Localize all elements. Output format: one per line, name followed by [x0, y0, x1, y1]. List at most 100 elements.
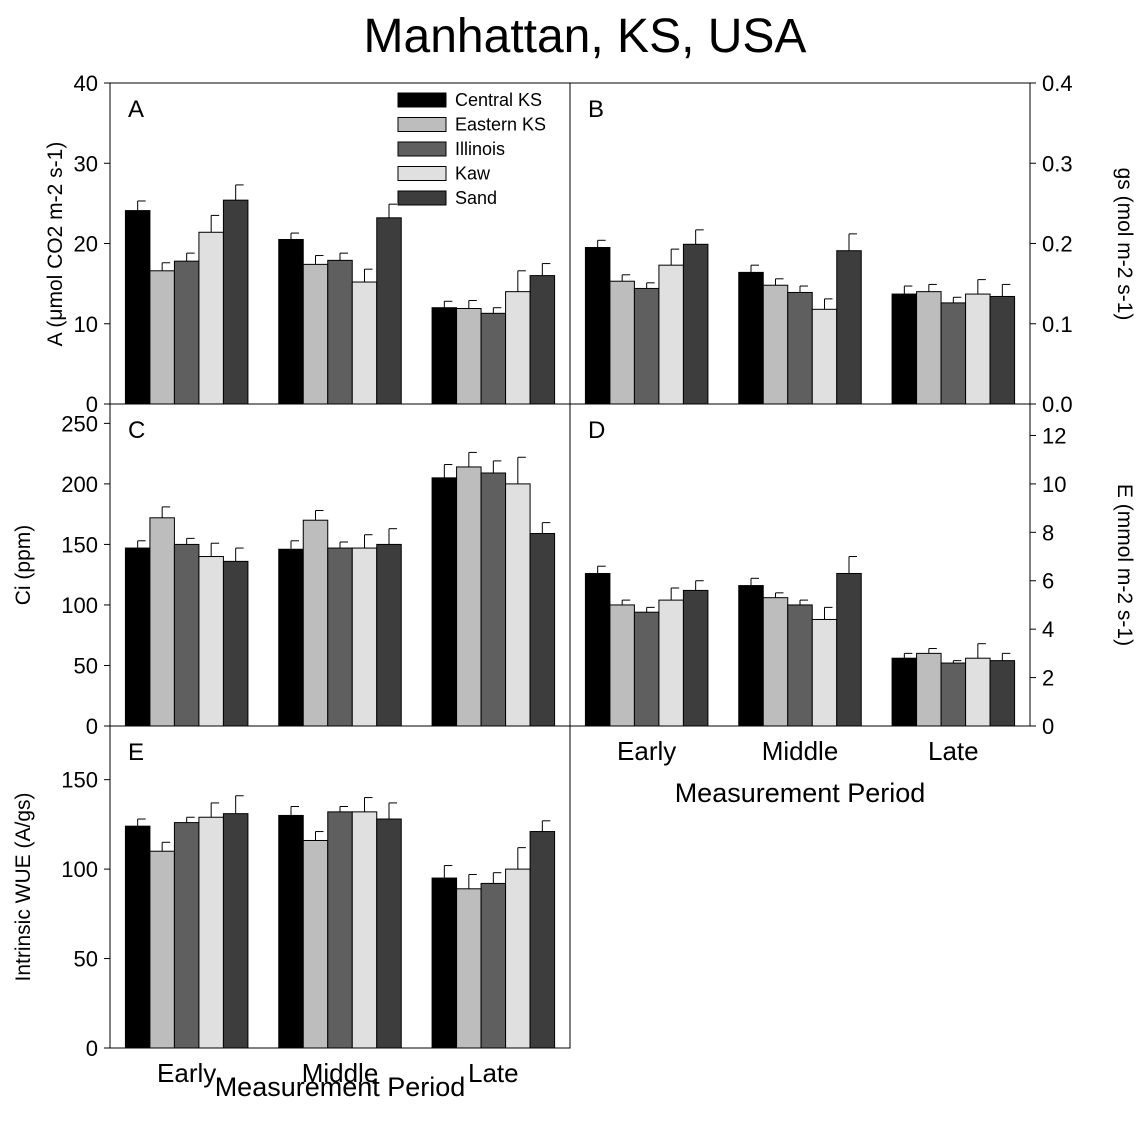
- bar-central-ks-middle: [278, 548, 304, 727]
- x-category-label: Late: [468, 1058, 519, 1088]
- panel-letter: C: [128, 417, 145, 444]
- bar-central-ks-early: [584, 247, 611, 405]
- bar-sand-middle: [836, 250, 862, 405]
- bar-eastern-ks-early: [149, 270, 175, 405]
- y-tick-label: 0: [86, 714, 98, 739]
- bar-illinois-early: [633, 611, 660, 727]
- bar-kaw-middle: [351, 281, 378, 405]
- bar-kaw-middle: [351, 547, 378, 727]
- bar-eastern-ks-middle: [302, 839, 329, 1049]
- bar-eastern-ks-middle: [302, 519, 329, 727]
- bar-sand-late: [529, 533, 556, 727]
- bars: [584, 229, 1016, 405]
- y-tick-label: 0: [86, 1036, 98, 1061]
- y-axis-title: Ci (ppm): [12, 525, 35, 606]
- bar-kaw-middle: [351, 811, 378, 1049]
- y-tick-label: 10: [74, 312, 98, 337]
- bar-central-ks-late: [431, 477, 458, 727]
- panel-e: E 0 50 100 150 Intrinsic WUE (A/gs) Early Middl…: [12, 725, 571, 1102]
- y-tick-label: 2: [1042, 666, 1054, 691]
- y-axis: 0 10 20 30 40: [74, 71, 110, 417]
- bar-eastern-ks-late: [456, 888, 482, 1049]
- bars: [584, 556, 1016, 727]
- y-tick-label: 0.0: [1042, 392, 1073, 417]
- legend: Central KS Eastern KS Illinois Kaw Sand: [397, 90, 546, 208]
- bar-illinois-middle: [327, 811, 353, 1049]
- figure-title: Manhattan, KS, USA: [364, 10, 807, 63]
- bar-kaw-late: [505, 483, 531, 727]
- x-axis-title: Measurement Period: [675, 778, 926, 808]
- y-tick-label: 8: [1042, 520, 1054, 545]
- bar-central-ks-early: [124, 547, 151, 727]
- bar-kaw-late: [505, 868, 531, 1049]
- legend-label-eastern-ks: Eastern KS: [455, 115, 546, 135]
- x-category-label: Early: [617, 736, 676, 766]
- bar-kaw-early: [198, 816, 224, 1049]
- y-axis-title: E (mmol m-2 s-1): [1113, 484, 1136, 646]
- panel-b: B 0.0 0.1 0.2 0.3 0.4 gs (mol m-2 s-1): [569, 71, 1136, 417]
- bar-illinois-early: [173, 822, 200, 1049]
- legend-swatch-eastern-ks: [397, 117, 447, 132]
- bar-kaw-late: [505, 291, 531, 405]
- y-axis-title: gs (mol m-2 s-1): [1113, 168, 1136, 321]
- bar-kaw-middle: [811, 618, 838, 727]
- y-tick-label: 100: [61, 857, 98, 882]
- bar-central-ks-late: [891, 293, 918, 405]
- bar-sand-early: [222, 199, 249, 405]
- legend-swatch-central-ks: [397, 92, 447, 108]
- bar-eastern-ks-early: [149, 850, 175, 1049]
- bar-eastern-ks-early: [609, 604, 635, 727]
- y-tick-label: 50: [74, 947, 98, 972]
- y-tick-label: 0.3: [1042, 151, 1073, 176]
- y-tick-label: 10: [1042, 472, 1066, 497]
- y-axis-title: A (μmol CO2 m-2 s-1): [44, 142, 67, 347]
- bar-illinois-late: [480, 472, 507, 727]
- bar-sand-middle: [376, 818, 402, 1049]
- bar-sand-early: [222, 813, 249, 1049]
- y-tick-label: 30: [74, 151, 98, 176]
- bar-central-ks-late: [431, 307, 458, 405]
- bars: [124, 795, 556, 1049]
- bars: [124, 451, 556, 727]
- y-tick-label: 250: [61, 411, 98, 436]
- x-axis-title: Measurement Period: [215, 1072, 466, 1102]
- bar-central-ks-late: [431, 877, 458, 1049]
- bar-illinois-middle: [327, 259, 353, 405]
- bar-illinois-middle: [327, 547, 353, 727]
- panel-a: A 0 10 20 30 40 A (μmol CO2 m-2 s-1): [44, 71, 571, 417]
- legend-label-kaw: Kaw: [455, 164, 491, 184]
- bar-central-ks-late: [891, 657, 918, 727]
- bar-central-ks-middle: [278, 238, 304, 405]
- y-axis: 0.0 0.1 0.2 0.3 0.4: [1030, 71, 1073, 417]
- y-axis: 0 2 4 6 8 10 12: [1030, 423, 1066, 739]
- panel-letter: D: [588, 417, 605, 444]
- bar-eastern-ks-late: [456, 308, 482, 405]
- y-tick-label: 0: [1042, 714, 1054, 739]
- bar-kaw-late: [965, 657, 991, 727]
- bar-central-ks-middle: [738, 585, 764, 727]
- bar-illinois-late: [940, 302, 967, 405]
- panel-d: D 0 2 4 6 8 10 12 E (mmol m-2 s-1) Early Middle Lat…: [569, 403, 1136, 808]
- y-tick-label: 4: [1042, 617, 1054, 642]
- y-tick-label: 40: [74, 71, 98, 96]
- bar-kaw-late: [965, 293, 991, 405]
- legend-swatch-illinois: [397, 141, 447, 157]
- y-tick-label: 0.4: [1042, 71, 1073, 96]
- bar-illinois-middle: [787, 604, 813, 727]
- bar-central-ks-early: [124, 210, 151, 405]
- y-axis-title: Intrinsic WUE (A/gs): [12, 792, 35, 981]
- bar-eastern-ks-middle: [762, 284, 789, 405]
- bar-kaw-middle: [811, 308, 838, 405]
- bar-illinois-late: [480, 312, 507, 405]
- y-tick-label: 12: [1042, 423, 1066, 448]
- bar-sand-late: [989, 660, 1016, 727]
- y-tick-label: 200: [61, 472, 98, 497]
- x-category-label: Late: [928, 736, 979, 766]
- bar-kaw-early: [198, 231, 224, 405]
- bar-sand-middle: [376, 543, 402, 727]
- bar-central-ks-middle: [738, 271, 764, 405]
- bar-sand-early: [222, 560, 249, 727]
- bar-sand-middle: [836, 572, 862, 727]
